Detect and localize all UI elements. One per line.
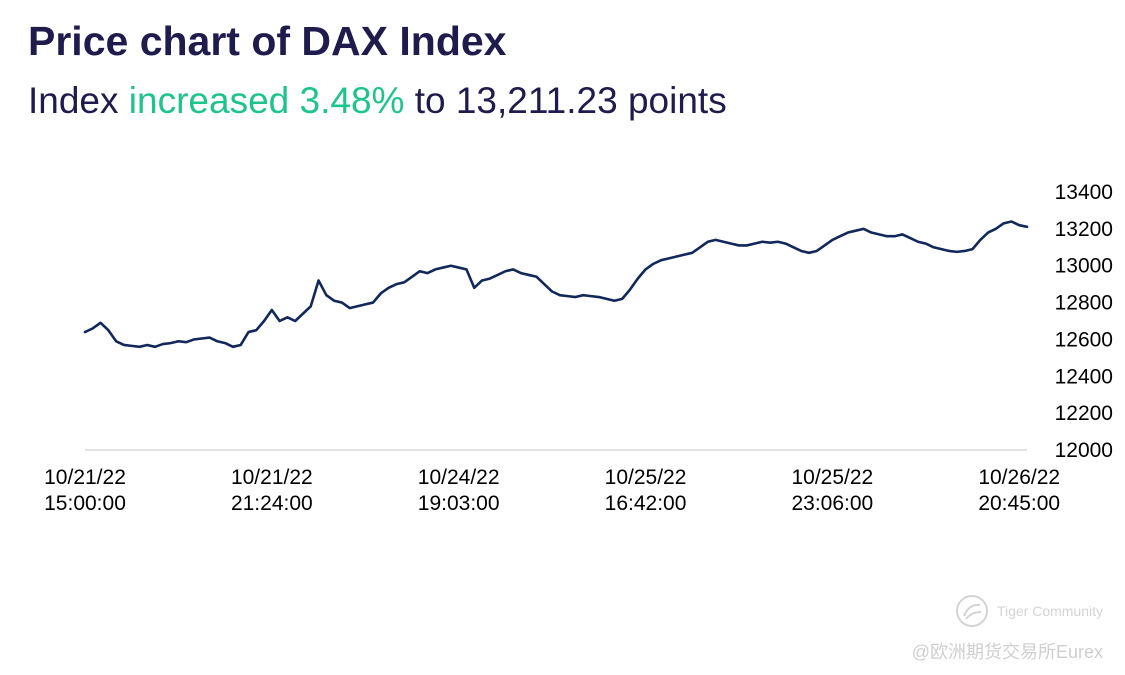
x-tick-time: 19:03:00 bbox=[418, 492, 500, 515]
tiger-community-logo-icon bbox=[955, 595, 988, 627]
x-tick-time: 15:00:00 bbox=[44, 492, 126, 515]
watermark-handle: @欧洲期货交易所Eurex bbox=[911, 642, 1103, 662]
subtitle-highlight: increased 3.48% bbox=[128, 80, 405, 121]
x-tick-label: 10/24/22 19:03:00 bbox=[418, 466, 500, 515]
y-axis: 12000 12200 12400 12600 12800 13000 13200 13400 bbox=[1055, 181, 1113, 462]
x-tick-time: 20:45:00 bbox=[978, 492, 1060, 515]
x-tick-time: 21:24:00 bbox=[231, 492, 313, 515]
y-tick-label: 12400 bbox=[1055, 365, 1113, 388]
x-tick-date: 10/25/22 bbox=[605, 466, 687, 489]
y-tick-label: 12200 bbox=[1055, 402, 1113, 425]
watermark-brand-text: Tiger Community bbox=[996, 603, 1103, 619]
x-tick-time: 16:42:00 bbox=[605, 492, 687, 515]
y-tick-label: 12000 bbox=[1055, 439, 1113, 462]
subtitle-suffix: to 13,211.23 points bbox=[404, 80, 727, 121]
y-tick-label: 13000 bbox=[1055, 255, 1113, 278]
x-tick-label: 10/26/22 20:45:00 bbox=[978, 466, 1060, 515]
watermark-brand: Tiger Community bbox=[955, 594, 1103, 628]
x-tick-date: 10/25/22 bbox=[791, 466, 873, 489]
x-tick-label: 10/25/22 23:06:00 bbox=[791, 466, 873, 515]
chart-title: Price chart of DAX Index bbox=[28, 18, 507, 64]
x-tick-date: 10/21/22 bbox=[44, 466, 126, 489]
series-line bbox=[83, 220, 1029, 349]
x-tick-label: 10/25/22 16:42:00 bbox=[605, 466, 687, 515]
x-tick-time: 23:06:00 bbox=[791, 492, 873, 515]
y-tick-label: 12600 bbox=[1055, 328, 1113, 351]
x-tick-date: 10/21/22 bbox=[231, 466, 313, 489]
y-tick-label: 13200 bbox=[1055, 218, 1113, 241]
x-tick-label: 10/21/22 15:00:00 bbox=[44, 466, 126, 515]
subtitle-prefix: Index bbox=[28, 80, 129, 121]
y-tick-label: 12800 bbox=[1055, 292, 1113, 315]
y-tick-label: 13400 bbox=[1055, 181, 1113, 204]
x-axis: 10/21/22 15:00:00 10/21/22 21:24:00 10/24/22… bbox=[44, 466, 1060, 515]
chart-subtitle: Index increased 3.48% to 13,211.23 point… bbox=[28, 80, 727, 122]
x-tick-label: 10/21/22 21:24:00 bbox=[231, 466, 313, 515]
x-tick-date: 10/24/22 bbox=[418, 466, 500, 489]
x-tick-date: 10/26/22 bbox=[978, 466, 1060, 489]
dax-line-chart: 12000 12200 12400 12600 12800 13000 13200 13400… bbox=[44, 181, 1113, 515]
